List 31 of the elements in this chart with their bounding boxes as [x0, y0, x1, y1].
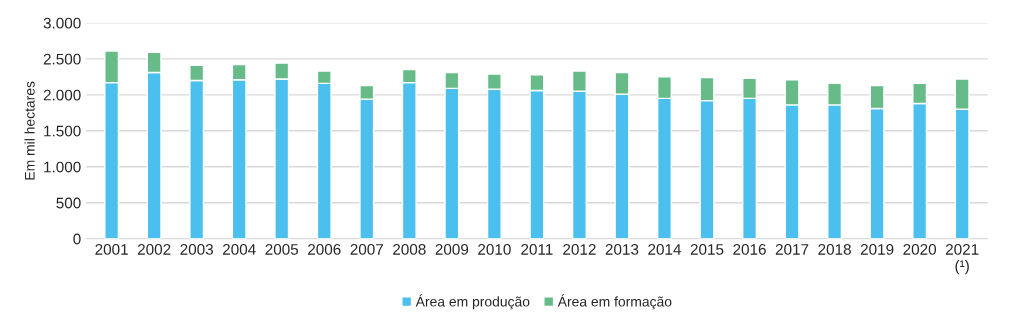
y-tick-label: 3.000 [43, 17, 81, 29]
x-tick-label: 2004 [222, 243, 256, 255]
x-tick-label: 2019 [860, 243, 894, 255]
legend-label: Área em produção [415, 294, 530, 310]
x-tick-label: 2002 [137, 243, 171, 255]
x-tick-label: 2001 [95, 243, 128, 255]
y-tick-label: 1.000 [44, 161, 81, 173]
x-tick-label: 2011 [521, 243, 553, 255]
x-tick-label: 2010 [478, 243, 511, 255]
legend-label: Área em formação [557, 294, 672, 310]
y-tick-label: 1.500 [44, 125, 81, 137]
x-tick-label: 2021 (¹) [945, 243, 979, 275]
x-tick-label: 2020 [903, 243, 937, 255]
x-tick-label: 2018 [818, 243, 851, 255]
x-tick-label: 2009 [435, 243, 469, 255]
x-tick-label: 2007 [350, 243, 384, 255]
y-tick-label: 500 [56, 197, 81, 209]
x-tick-label: 2008 [393, 243, 426, 255]
y-axis-title: Em mil hectares [24, 81, 35, 180]
x-tick-label: 2003 [180, 243, 213, 255]
x-tick-label: 2006 [308, 243, 341, 255]
y-tick-label: 0 [73, 233, 81, 245]
x-tick-label: 2012 [563, 243, 596, 255]
y-tick-label: 2.500 [43, 53, 81, 65]
x-tick-label: 2014 [648, 243, 682, 255]
x-tick-label: 2017 [775, 243, 809, 255]
y-tick-label: 2.000 [43, 89, 81, 101]
x-tick-label: 2013 [605, 243, 639, 255]
x-tick-label: 2016 [733, 243, 766, 255]
x-tick-label: 2005 [265, 243, 299, 255]
x-tick-label: 2015 [690, 243, 724, 255]
